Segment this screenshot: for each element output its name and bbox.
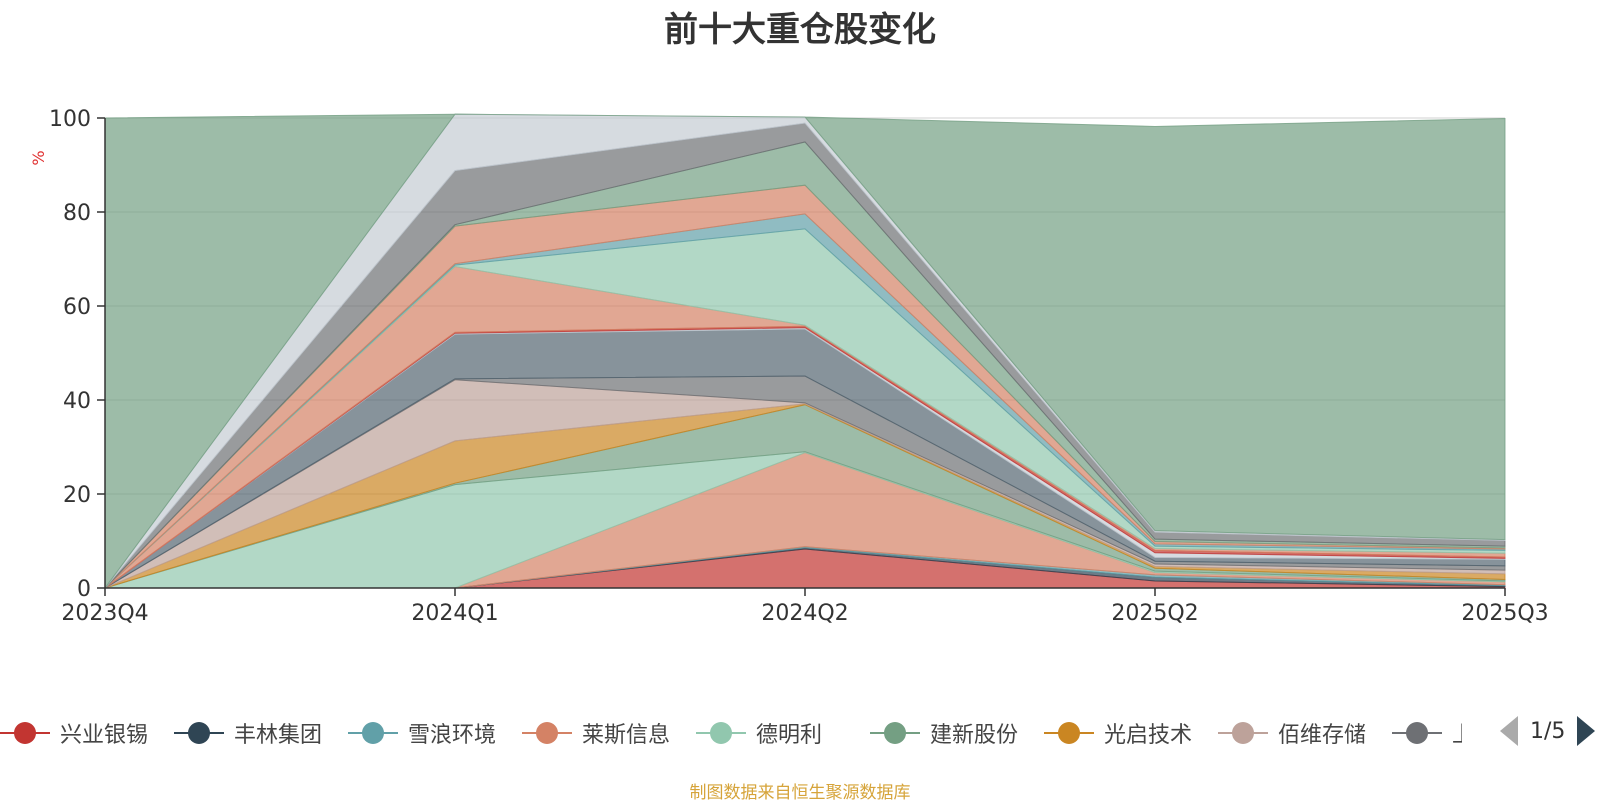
x-tick-label: 2025Q3 (1461, 601, 1548, 626)
chart-title: 前十大重仓股变化 (664, 10, 936, 50)
legend-marker-icon (870, 721, 920, 745)
y-tick-label: 80 (63, 201, 91, 226)
legend-label: 兴业银锡 (60, 723, 149, 748)
x-tick-label: 2025Q2 (1111, 601, 1198, 626)
source-note: 制图数据来自恒生聚源数据库 (689, 783, 911, 803)
legend-prev-icon[interactable] (1500, 716, 1518, 746)
legend-label: 上海合晶 (1452, 717, 1462, 749)
legend-next-icon[interactable] (1577, 716, 1596, 746)
y-axis-label: % (29, 150, 48, 165)
y-tick-label: 100 (49, 107, 91, 132)
legend-label: 佰维存储 (1278, 723, 1367, 748)
legend-item[interactable]: 雪浪环境 (348, 715, 496, 751)
legend-marker-icon (522, 721, 572, 745)
legend-item[interactable]: 兴业银锡 (0, 715, 148, 751)
legend-item[interactable]: 光启技术 (1044, 715, 1192, 751)
legend-page-label: 1/5 (1530, 718, 1566, 744)
legend-marker-icon (0, 721, 50, 745)
legend-marker-icon (1218, 721, 1268, 745)
y-tick-label: 0 (77, 577, 91, 602)
legend-label: 雪浪环境 (408, 723, 497, 748)
legend: 兴业银锡 丰林集团 雪浪环境 莱斯信息 德明利 建新股份 光启技术 佰维存储 上海合晶 (0, 715, 1600, 755)
legend-label: 建新股份 (930, 723, 1019, 748)
x-tick-label: 2024Q2 (761, 601, 848, 626)
legend-label: 丰林集团 (234, 723, 323, 748)
legend-marker-icon (174, 721, 224, 745)
x-tick-label: 2023Q4 (61, 601, 148, 626)
legend-pager: 1/5 (1500, 716, 1596, 746)
y-tick-label: 40 (63, 389, 91, 414)
legend-item[interactable]: 莱斯信息 (522, 715, 670, 751)
legend-label: 光启技术 (1104, 723, 1193, 748)
legend-marker-icon (348, 721, 398, 745)
legend-marker-icon (1044, 721, 1094, 745)
legend-item[interactable]: 德明利 (696, 715, 822, 751)
y-tick-label: 60 (63, 295, 91, 320)
legend-item[interactable]: 上海合晶 (1392, 715, 1462, 751)
legend-marker-icon (1392, 721, 1442, 745)
legend-items: 兴业银锡 丰林集团 雪浪环境 莱斯信息 德明利 建新股份 光启技术 佰维存储 上海合晶 (0, 715, 1462, 755)
legend-item[interactable]: 佰维存储 (1218, 715, 1366, 751)
area-series-20[interactable] (104, 113, 1506, 590)
y-tick-label: 20 (63, 483, 91, 508)
stacked-area-chart: 0 20 40 60 80 100 2023Q4 2024Q1 2024Q2 2025Q2 2025… (29, 107, 1549, 626)
legend-label: 德明利 (756, 723, 823, 748)
legend-marker-icon (696, 721, 746, 745)
legend-item[interactable]: 建新股份 (870, 715, 1018, 751)
legend-label: 莱斯信息 (582, 723, 671, 748)
legend-item[interactable]: 丰林集团 (174, 715, 322, 751)
x-tick-label: 2024Q1 (411, 601, 498, 626)
